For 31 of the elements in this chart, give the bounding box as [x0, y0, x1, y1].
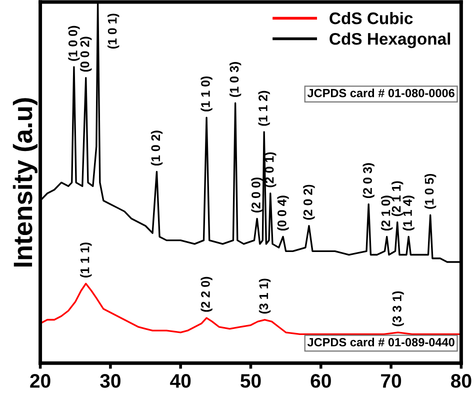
- annotation: (1 1 0): [200, 76, 212, 112]
- x-tick-label: 50: [240, 374, 261, 388]
- x-tick-label: 20: [30, 374, 50, 388]
- annotation: (1 1 1): [80, 242, 92, 278]
- annotation: (1 0 3): [229, 62, 242, 97]
- annotation: JCPDS card # 01-080-0006: [307, 88, 454, 98]
- annotation: (2 0 3): [362, 163, 374, 198]
- x-tick-label: 30: [100, 374, 120, 388]
- annotation: (2 1 0): [381, 196, 393, 231]
- annotation: (3 1 1): [258, 278, 271, 314]
- annotation: (3 3 1): [392, 291, 404, 326]
- annotation: (1 1 4): [402, 196, 414, 231]
- annotation: (1 0 0): [68, 26, 80, 61]
- annotation: (1 1 2): [258, 90, 270, 126]
- annotation: (0 0 2): [80, 36, 92, 72]
- annotation: (1 0 1): [108, 14, 120, 49]
- annotation: (2 2 0): [200, 276, 212, 312]
- annotation: (1 0 2): [150, 130, 163, 166]
- annotation: (2 0 0): [251, 178, 263, 212]
- x-tick-label: 40: [170, 374, 191, 388]
- legend-label: CdS Hexagonal: [330, 32, 450, 48]
- annotation: JCPDS card # 01-089-0440: [307, 338, 454, 346]
- legend-label: CdS Cubic: [330, 12, 413, 24]
- annotation: (2 0 2): [303, 184, 315, 220]
- x-tick-label: 80: [451, 374, 472, 388]
- annotation: (0 0 4): [277, 196, 289, 231]
- annotation: (1 0 5): [424, 174, 436, 209]
- y-axis-title: Intensity (a.u): [12, 98, 38, 267]
- annotation: (2 1 1): [392, 181, 404, 216]
- x-tick-label: 70: [381, 374, 402, 388]
- x-tick-label: 60: [310, 374, 331, 388]
